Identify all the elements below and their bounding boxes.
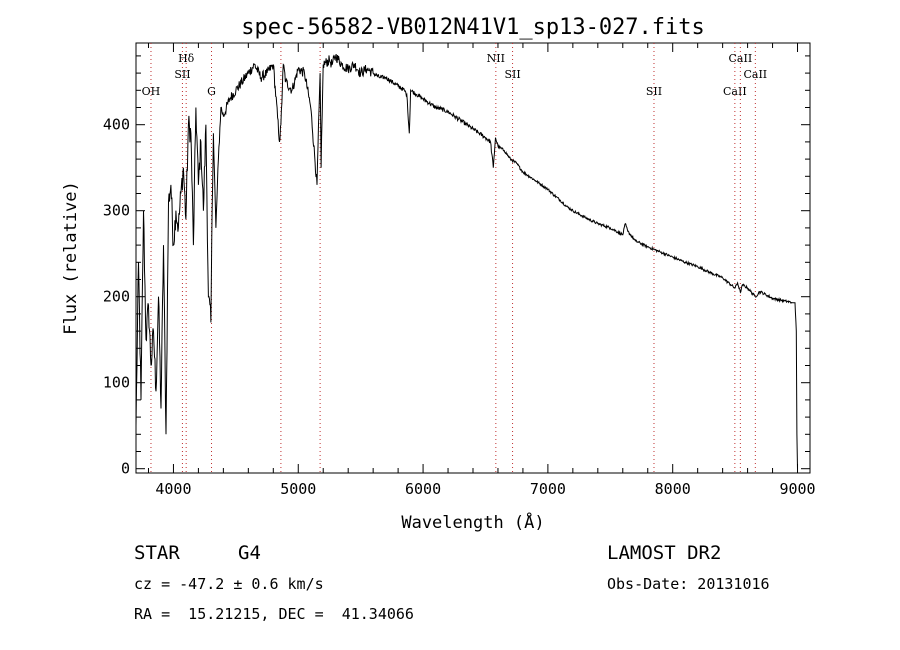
object-class: STAR [134,542,180,564]
x-tick-label-1: 5000 [280,480,316,498]
redshift-info: cz = -47.2 ± 0.6 km/s [134,575,324,593]
y-tick-label-4: 400 [103,116,130,134]
marker-label-6: NII [487,52,505,65]
x-tick-label-2: 6000 [405,480,441,498]
y-tick-label-1: 100 [103,374,130,392]
marker-label-9: CaII [723,85,747,98]
plot-frame [135,42,811,474]
marker-label-7: SII [504,68,520,81]
x-tick-label-5: 9000 [779,480,815,498]
obs-date: Obs-Date: 20131016 [607,575,770,593]
marker-label-2: SII [174,68,190,81]
x-tick-label-3: 7000 [530,480,566,498]
marker-label-8: SII [646,85,662,98]
marker-label-10: CaII [729,52,753,65]
marker-label-1: Hδ [178,52,195,65]
object-subclass: G4 [238,542,261,564]
x-axis-label: Wavelength (Å) [401,511,544,533]
spectral-line-markers: OH Hδ SII G NII SII SII CaII CaII CaII [142,43,767,473]
marker-label-3: G [207,85,216,98]
coordinates: RA = 15.21215, DEC = 41.34066 [134,605,414,623]
y-tick-label-0: 0 [121,460,130,478]
x-tick-label-0: 4000 [155,480,191,498]
y-tick-label-3: 300 [103,202,130,220]
marker-label-0: OH [142,85,161,98]
axis-ticks: 4000 5000 6000 7000 8000 9000 0 100 200 300 400 [103,43,816,498]
survey-name: LAMOST DR2 [607,542,722,564]
chart-title: spec-56582-VB012N41V1_sp13-027.fits [241,15,705,40]
y-tick-label-2: 200 [103,288,130,306]
spectrum-line [135,54,798,469]
y-axis-label: Flux (relative) [61,181,81,335]
x-tick-label-4: 8000 [655,480,691,498]
marker-label-11: CaII [743,68,767,81]
